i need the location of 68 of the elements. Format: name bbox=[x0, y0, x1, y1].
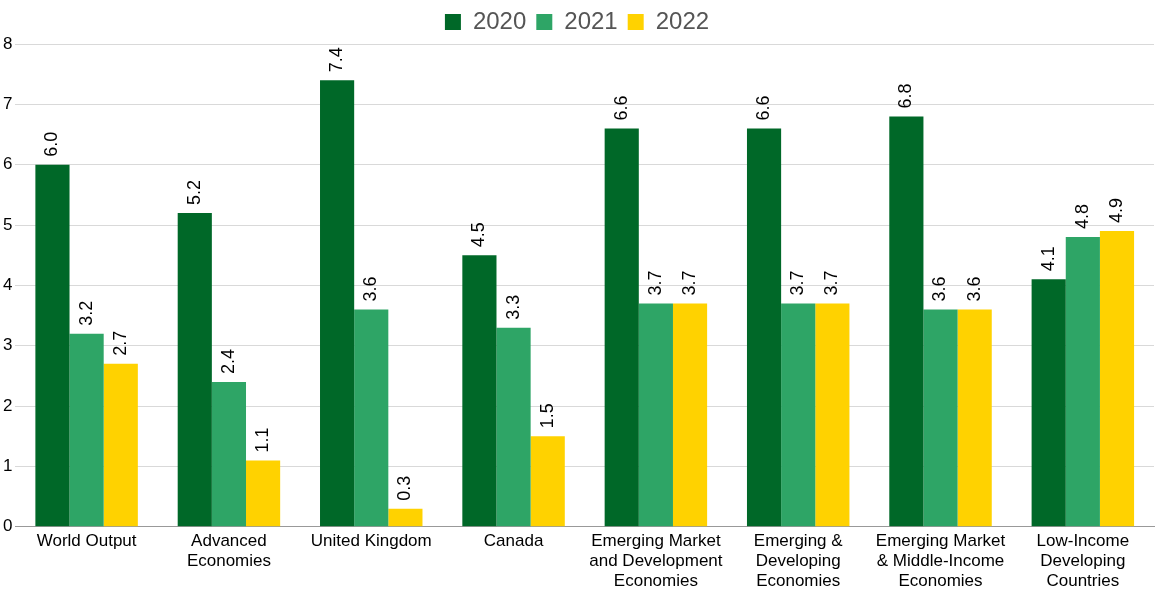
bar bbox=[35, 164, 70, 527]
bar bbox=[496, 327, 531, 527]
data-label: 4.5 bbox=[468, 222, 489, 248]
data-label: 0.3 bbox=[394, 475, 415, 501]
data-label: 4.1 bbox=[1037, 246, 1058, 272]
bar bbox=[530, 436, 565, 527]
bar bbox=[746, 128, 782, 527]
bar bbox=[923, 309, 958, 527]
x-tick-label: Low-Income Developing Countries bbox=[1036, 530, 1130, 591]
data-label: 4.8 bbox=[1071, 204, 1092, 230]
x-tick-label: Advanced Economies bbox=[186, 530, 271, 571]
bar bbox=[388, 508, 423, 527]
data-label: 3.7 bbox=[644, 270, 665, 296]
bar bbox=[246, 460, 281, 527]
data-label: 2.7 bbox=[109, 330, 130, 356]
data-label: 1.5 bbox=[536, 403, 557, 429]
data-label: 6.8 bbox=[895, 83, 916, 109]
data-label: 3.6 bbox=[929, 276, 950, 302]
data-label: 5.2 bbox=[183, 179, 204, 205]
data-label: 3.6 bbox=[360, 276, 381, 302]
bar bbox=[69, 333, 104, 527]
data-label: 3.2 bbox=[75, 300, 96, 326]
bar bbox=[604, 128, 639, 527]
x-tick-label: Emerging Market and Development Economies bbox=[589, 530, 723, 591]
bar bbox=[320, 80, 355, 527]
bar bbox=[957, 309, 992, 527]
y-tick-label: 6 bbox=[2, 154, 13, 174]
bar bbox=[1065, 237, 1100, 527]
data-label: 2.4 bbox=[217, 348, 238, 374]
y-tick-label: 8 bbox=[2, 33, 13, 53]
data-label: 6.6 bbox=[610, 95, 631, 121]
y-tick-label: 3 bbox=[2, 335, 13, 355]
legend-label: 2022 bbox=[655, 6, 710, 34]
y-tick-label: 0 bbox=[2, 516, 13, 536]
bar bbox=[672, 303, 708, 527]
data-label: 3.7 bbox=[679, 270, 700, 296]
data-label: 3.6 bbox=[963, 276, 984, 302]
y-tick-label: 5 bbox=[2, 214, 13, 234]
y-tick-label: 2 bbox=[2, 395, 13, 415]
bar bbox=[354, 309, 389, 527]
data-label: 7.4 bbox=[326, 47, 347, 73]
bar bbox=[815, 303, 850, 527]
bar bbox=[103, 363, 138, 527]
bar bbox=[889, 116, 924, 527]
bar bbox=[1031, 279, 1066, 527]
data-label: 3.3 bbox=[502, 294, 523, 320]
y-tick-label: 7 bbox=[2, 94, 13, 114]
x-tick-label: Canada bbox=[483, 530, 544, 550]
data-label: 6.0 bbox=[41, 131, 62, 157]
x-tick-label: Emerging Market & Middle-Income Economies bbox=[875, 530, 1006, 591]
bar bbox=[1099, 231, 1135, 527]
x-tick-label: United Kingdom bbox=[310, 530, 432, 550]
data-label: 1.1 bbox=[252, 427, 273, 453]
data-label: 3.7 bbox=[821, 270, 842, 296]
bar bbox=[781, 303, 816, 527]
y-tick-label: 1 bbox=[2, 456, 13, 476]
bar bbox=[211, 381, 247, 527]
legend-label: 2021 bbox=[564, 6, 618, 34]
x-tick-label: Emerging & Developing Economies bbox=[753, 530, 844, 591]
y-tick-label: 4 bbox=[2, 275, 13, 295]
data-label: 3.7 bbox=[787, 270, 808, 296]
bar bbox=[638, 303, 673, 527]
x-tick-label: World Output bbox=[36, 530, 137, 550]
data-label: 6.6 bbox=[753, 95, 774, 121]
bar bbox=[462, 255, 497, 527]
data-label: 4.9 bbox=[1105, 198, 1126, 224]
bar bbox=[177, 212, 212, 527]
legend-label: 2020 bbox=[472, 6, 527, 34]
